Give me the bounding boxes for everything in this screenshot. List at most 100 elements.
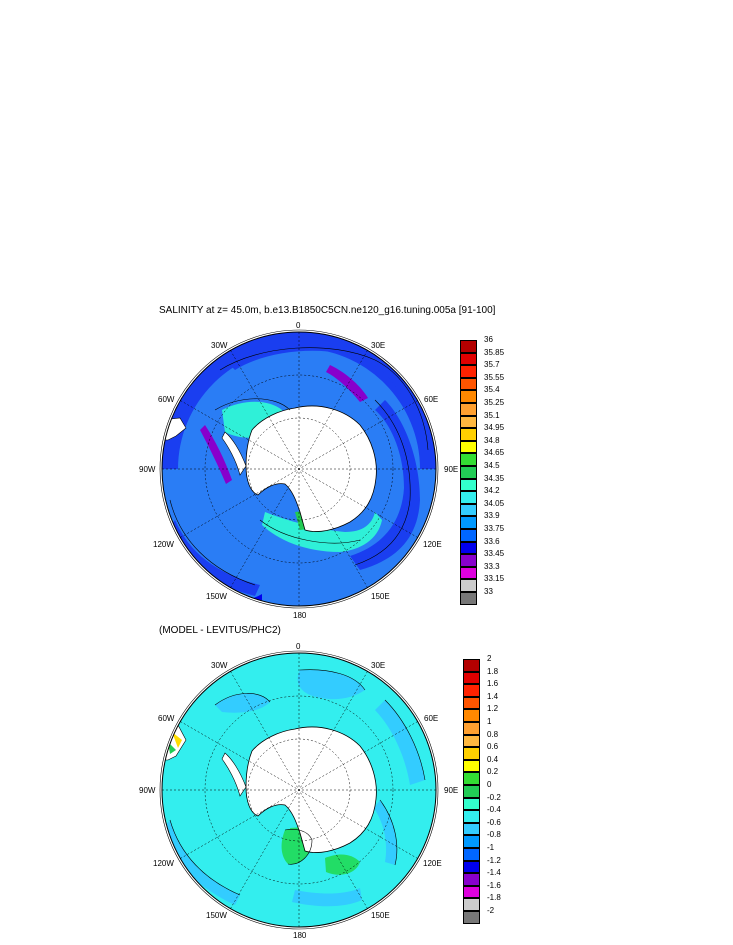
panel1-lon-90w: 90W: [139, 465, 156, 474]
panel1-lon-60e: 60E: [424, 395, 439, 404]
panel2-lon-150w: 150W: [206, 911, 227, 920]
colorbar-label: -1.2: [487, 855, 501, 865]
colorbar-label: 0.8: [487, 729, 499, 739]
colorbar-label: 34.65: [484, 448, 505, 458]
colorbar-label: 33.75: [484, 524, 505, 533]
colorbar-label: 35.4: [484, 385, 500, 395]
panel2-lon-60w: 60W: [158, 714, 175, 723]
panel2-colorbar: 2 1.8 1.6 1.4 1.2 1 0.8 0.6 0.4 0.2 0 -0.2 -0.4 -0.6 -…: [463, 654, 533, 924]
panel2-lon-180: 180: [293, 931, 307, 940]
colorbar-swatch: [460, 365, 477, 378]
panel2-lon-60e: 60E: [424, 714, 439, 723]
colorbar-label: -0.8: [487, 830, 501, 840]
colorbar-label: 33.6: [484, 536, 500, 546]
colorbar-swatch: [460, 579, 477, 592]
colorbar-label: -0.6: [487, 817, 501, 827]
colorbar-label: -1.8: [487, 893, 501, 903]
colorbar-label: 0.6: [487, 742, 499, 752]
colorbar-swatch: [460, 566, 477, 580]
panel1-lon-180: 180: [293, 611, 307, 620]
colorbar-swatch: [463, 873, 480, 886]
panel1-title: SALINITY at z= 45.0m, b.e13.B1850C5CN.ne…: [159, 305, 496, 316]
colorbar-label: 33.3: [484, 561, 500, 571]
colorbar-swatch: [463, 785, 480, 798]
colorbar-swatch: [463, 797, 480, 811]
colorbar-swatch: [463, 671, 480, 685]
colorbar-swatch: [460, 516, 477, 529]
panel1-lon-120e: 120E: [423, 540, 442, 549]
colorbar-label: 1.2: [487, 704, 499, 714]
colorbar-swatch: [460, 453, 477, 466]
colorbar-label: 35.1: [484, 410, 500, 420]
colorbar-label: 34.5: [484, 461, 500, 470]
colorbar-swatch: [460, 340, 477, 353]
colorbar-swatch: [463, 772, 480, 785]
colorbar-label: 35.85: [484, 347, 505, 357]
colorbar-label: 33.9: [484, 511, 500, 521]
colorbar-swatch: [463, 860, 480, 874]
colorbar-label: 35.7: [484, 360, 500, 370]
panel2-field: [162, 653, 436, 927]
panel1-lon-150e: 150E: [371, 592, 390, 601]
colorbar-label: 1.6: [487, 679, 499, 689]
colorbar-label: 34.2: [484, 486, 500, 496]
panel2-lon-150e: 150E: [371, 911, 390, 920]
colorbar-label: 33: [484, 587, 493, 596]
colorbar-label: 33.15: [484, 574, 505, 584]
colorbar-label: 34.8: [484, 435, 500, 445]
colorbar-swatch: [460, 352, 477, 366]
panel1-lon-120w: 120W: [153, 540, 174, 549]
colorbar-label: 35.55: [484, 372, 505, 382]
panel2-lon-0: 0: [296, 642, 301, 651]
panel1-lon-60w: 60W: [158, 395, 175, 404]
panel1-lon-30w: 30W: [211, 341, 228, 350]
colorbar-swatch: [460, 415, 477, 429]
colorbar-label: -0.4: [487, 805, 501, 815]
colorbar-swatch: [460, 440, 477, 454]
colorbar-label: 1.4: [487, 691, 499, 701]
colorbar-swatch: [460, 592, 477, 605]
panel1-lon-90e: 90E: [444, 465, 459, 474]
colorbar-swatch: [463, 810, 480, 823]
colorbar-label: -2: [487, 906, 495, 915]
colorbar-label: -1.4: [487, 868, 501, 878]
colorbar-label: 36: [484, 335, 493, 344]
colorbar-swatch: [463, 696, 480, 710]
panel1-colorbar: 36 35.85 35.7 35.55 35.4 35.25 35.1 34.95 34.8 34…: [460, 335, 530, 605]
colorbar-swatch: [463, 659, 480, 672]
colorbar-swatch: [460, 390, 477, 403]
colorbar-label: 35.25: [484, 398, 505, 407]
colorbar-label: -0.2: [487, 792, 501, 802]
colorbar-swatch: [463, 747, 480, 760]
panel2-lon-90e: 90E: [444, 786, 459, 795]
colorbar-swatch: [460, 503, 477, 517]
panel2-lon-30e: 30E: [371, 661, 386, 670]
colorbar-swatch: [460, 466, 477, 479]
colorbar-label: 0.2: [487, 767, 499, 777]
colorbar-swatch: [463, 911, 480, 924]
colorbar-swatch: [463, 835, 480, 848]
colorbar-swatch: [460, 541, 477, 555]
colorbar-swatch: [460, 554, 477, 567]
colorbar-swatch: [463, 709, 480, 722]
colorbar-label: 0: [487, 780, 492, 789]
colorbar-swatch: [460, 529, 477, 542]
colorbar-swatch: [463, 684, 480, 697]
colorbar-swatch: [463, 734, 480, 748]
colorbar-label: 34.35: [484, 473, 505, 483]
colorbar-label: 0.4: [487, 754, 499, 764]
colorbar-label: 34.05: [484, 498, 505, 508]
panel1-lon-150w: 150W: [206, 592, 227, 601]
colorbar-label: 33.45: [484, 549, 505, 559]
panel1-field: [162, 332, 436, 606]
colorbar-label: 1: [487, 717, 492, 726]
colorbar-swatch: [463, 759, 480, 773]
panel2-lon-120e: 120E: [423, 859, 442, 868]
colorbar-label: 34.95: [484, 423, 505, 433]
colorbar-label: -1.6: [487, 880, 501, 890]
colorbar-swatch: [463, 848, 480, 861]
colorbar-swatch: [460, 377, 477, 391]
colorbar-swatch: [460, 428, 477, 441]
colorbar-swatch: [460, 403, 477, 416]
